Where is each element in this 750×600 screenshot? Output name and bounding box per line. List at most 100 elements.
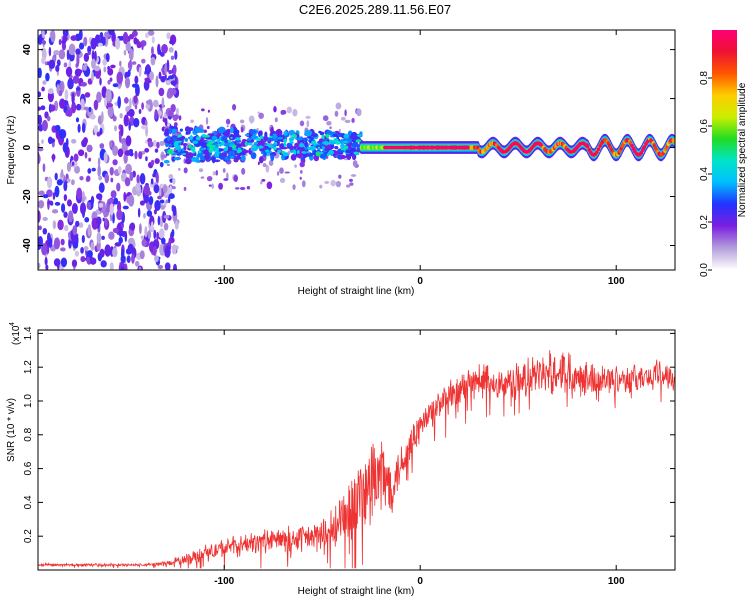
echo-core: [296, 149, 300, 155]
echo-core: [283, 138, 287, 144]
colorbar: 0.0 0.2 0.4 0.6 0.8: [699, 30, 737, 277]
noise-speckle: [146, 210, 153, 217]
noise-speckle: [42, 80, 47, 85]
noise-speckle: [144, 226, 148, 238]
colorbar-segment: [712, 172, 737, 175]
noise-speckle: [71, 92, 75, 104]
top-y-tick-label: 40: [22, 44, 33, 56]
echo-halo: [173, 122, 178, 127]
echo-blob: [185, 152, 194, 159]
echo-halo: [266, 181, 273, 190]
noise-speckle: [159, 228, 165, 239]
echo-blob: [248, 129, 257, 134]
colorbar-segment: [712, 216, 737, 219]
echo-blob: [221, 153, 225, 157]
noise-speckle: [105, 88, 112, 102]
colorbar-segment: [712, 162, 737, 165]
signal-peak: [645, 139, 650, 144]
echo-blob: [323, 144, 331, 149]
noise-speckle: [149, 71, 155, 81]
noise-speckle: [71, 179, 75, 186]
noise-speckle: [77, 123, 81, 133]
echo-halo: [279, 177, 286, 184]
noise-speckle: [163, 214, 170, 219]
echo-blob: [290, 153, 297, 161]
colorbar-segment: [712, 258, 737, 261]
noise-speckle: [96, 91, 102, 104]
noise-speckle: [112, 247, 118, 258]
noise-speckle: [97, 164, 101, 178]
colorbar-tick-label: 0.6: [699, 119, 710, 133]
colorbar-segment: [712, 244, 737, 247]
noise-speckle: [98, 202, 104, 208]
colorbar-segment: [712, 122, 737, 125]
echo-blob: [257, 141, 265, 147]
echo-core: [175, 141, 180, 144]
colorbar-segment: [712, 160, 737, 163]
noise-speckle: [63, 62, 68, 68]
noise-speckle: [108, 231, 115, 240]
echo-core: [265, 149, 270, 153]
noise-speckle: [141, 42, 144, 51]
colorbar-segment: [712, 38, 737, 41]
noise-speckle: [75, 63, 79, 68]
noise-speckle: [139, 173, 146, 185]
colorbar-segment: [712, 188, 737, 191]
snr-series-line: [38, 350, 675, 569]
echo-blob: [250, 152, 257, 160]
echo-core: [340, 143, 345, 149]
echo-halo: [262, 163, 267, 168]
colorbar-segment: [712, 42, 737, 45]
noise-speckle: [152, 140, 158, 147]
noise-speckle: [78, 42, 85, 50]
noise-speckle: [70, 138, 77, 144]
echo-halo: [258, 112, 264, 119]
noise-speckle: [63, 194, 68, 202]
noise-speckle: [71, 161, 75, 166]
echo-core: [252, 145, 256, 149]
noise-speckle: [59, 98, 66, 109]
noise-speckle: [146, 63, 150, 72]
echo-core: [244, 141, 248, 146]
colorbar-segment: [712, 252, 737, 255]
colorbar-segment: [712, 234, 737, 237]
noise-speckle: [91, 58, 96, 70]
noise-speckle: [62, 142, 68, 153]
colorbar-segment: [712, 166, 737, 169]
noise-speckle: [136, 174, 140, 185]
signal-peak: [587, 147, 591, 152]
noise-speckle: [112, 115, 117, 122]
colorbar-segment: [712, 250, 737, 253]
noise-speckle: [99, 127, 103, 135]
echo-core: [309, 145, 316, 151]
top-y-tick-label: 20: [22, 93, 33, 105]
colorbar-segment: [712, 224, 737, 227]
echo-halo: [178, 167, 181, 171]
echo-halo: [335, 180, 342, 188]
echo-halo: [233, 175, 238, 182]
colorbar-segment: [712, 138, 737, 141]
colorbar-segment: [712, 112, 737, 115]
noise-speckle: [110, 190, 117, 199]
noise-speckle: [109, 203, 114, 216]
echo-core: [272, 146, 277, 151]
noise-speckle: [97, 157, 101, 167]
noise-speckle: [144, 119, 148, 127]
noise-speckle: [89, 257, 97, 265]
signal-peak: [466, 145, 470, 150]
echo-halo: [212, 171, 217, 176]
echo-halo: [166, 163, 171, 166]
colorbar-segment: [712, 262, 737, 265]
noise-speckle: [122, 205, 129, 210]
spectrogram-area: [38, 30, 675, 270]
echo-halo: [178, 115, 182, 121]
echo-core: [227, 139, 231, 143]
noise-speckle: [98, 175, 103, 181]
colorbar-segment: [712, 264, 737, 267]
colorbar-segment: [712, 76, 737, 79]
noise-speckle: [67, 78, 74, 90]
noise-speckle: [153, 229, 157, 240]
noise-speckle: [38, 114, 43, 126]
noise-speckle: [83, 36, 88, 47]
echo-halo: [322, 115, 329, 122]
